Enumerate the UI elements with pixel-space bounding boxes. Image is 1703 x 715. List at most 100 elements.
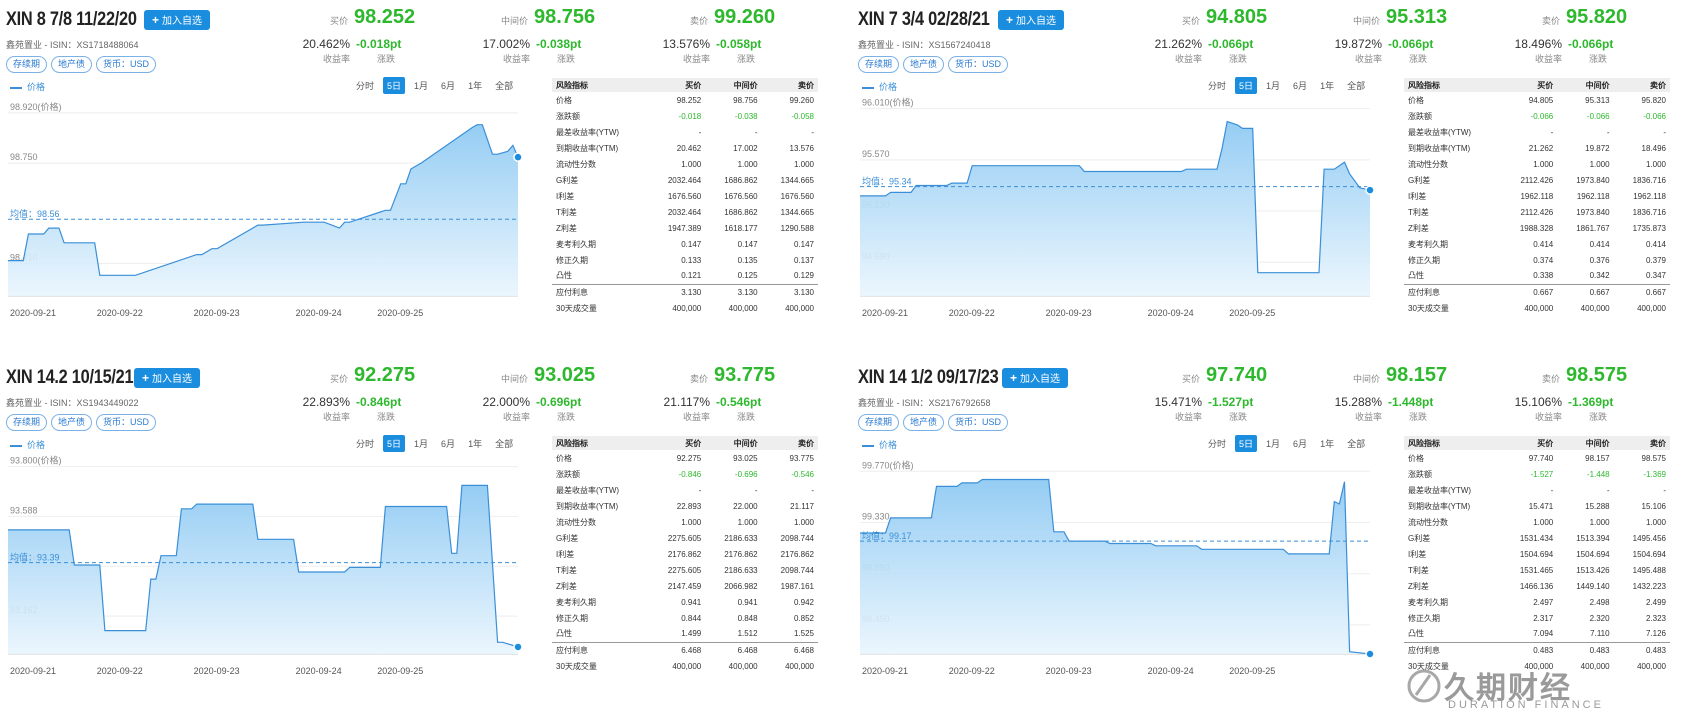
table-cell: - <box>1606 127 1610 137</box>
table-cell: - <box>1550 485 1554 495</box>
range-tab[interactable]: 分时 <box>356 439 375 449</box>
chart-legend[interactable]: 价格 <box>10 80 45 93</box>
tag-badge[interactable]: 货币：USD <box>96 414 157 431</box>
x-tick-label: 2020-09-25 <box>377 308 423 318</box>
range-tab[interactable]: 6月 <box>1293 81 1308 91</box>
tag-badge[interactable]: 地产债 <box>51 414 93 431</box>
column-header: 中间价 <box>1557 436 1614 450</box>
row-label: 麦考利久期 <box>1408 597 1448 607</box>
range-tab[interactable]: 分时 <box>1208 439 1227 449</box>
table-cell: 400,000 <box>728 661 758 671</box>
add-to-watchlist-button[interactable]: + 加入自选 <box>1002 368 1069 388</box>
range-tab[interactable]: 1月 <box>414 81 429 91</box>
tag-badge[interactable]: 货币：USD <box>948 414 1009 431</box>
x-tick-label: 2020-09-24 <box>1148 308 1194 318</box>
quote-label: 中间价 <box>1352 16 1380 26</box>
chart-legend[interactable]: 价格 <box>862 80 897 93</box>
range-tab[interactable]: 1月 <box>1266 439 1281 449</box>
range-tab[interactable]: 5日 <box>383 435 406 452</box>
average-label: 均值：95.34 <box>862 176 912 187</box>
quote-yield: 21.117% <box>663 395 710 409</box>
last-point-marker <box>1365 649 1375 659</box>
table-cell: - <box>1663 127 1666 137</box>
tag-badge[interactable]: 地产债 <box>903 56 945 73</box>
bond-panel: XIN 7 3/4 02/28/21 + 加入自选 鑫苑置业 - ISIN：XS156… <box>852 0 1703 357</box>
table-cell: 19.872 <box>1585 143 1610 153</box>
table-cell: 0.483 <box>1557 641 1614 658</box>
tag-badge[interactable]: 地产债 <box>903 414 945 431</box>
range-tab[interactable]: 1年 <box>468 81 483 91</box>
range-tab[interactable]: 全部 <box>495 439 514 449</box>
table-cell: 1344.665 <box>780 175 814 185</box>
table-cell: 1836.716 <box>1632 175 1666 185</box>
quote-block: 买价 98.252 20.462% 收益率 -0.018pt 涨跌 <box>290 4 460 64</box>
table-cell: 6.468 <box>648 641 706 658</box>
row-label: Z利差 <box>556 223 577 233</box>
tag-badge[interactable]: 存续期 <box>6 414 48 431</box>
add-to-watchlist-button[interactable]: + 加入自选 <box>144 10 211 30</box>
table-cell: 2066.982 <box>724 581 758 591</box>
row-label: 凸性 <box>1408 629 1424 639</box>
range-tab[interactable]: 全部 <box>495 81 514 91</box>
table-row: 涨跌额 -1.527 -1.448 -1.369 <box>1404 466 1670 482</box>
range-tab[interactable]: 6月 <box>441 439 456 449</box>
legend-line-icon <box>10 86 22 89</box>
table-cell: 1.000 <box>1533 517 1554 527</box>
table-cell: 400,000 <box>672 661 702 671</box>
row-label: 价格 <box>1408 453 1424 463</box>
range-tab[interactable]: 6月 <box>441 81 456 91</box>
quote-label: 卖价 <box>1541 374 1560 384</box>
tag-badge[interactable]: 货币：USD <box>96 56 157 73</box>
table-row: Z利差 1988.328 1861.767 1735.873 <box>1404 220 1670 236</box>
quote-change-label: 涨跌 <box>556 412 575 422</box>
table-row: 流动性分数 1.000 1.000 1.000 <box>1404 514 1670 530</box>
price-area <box>8 485 518 654</box>
tag-badge[interactable]: 存续期 <box>858 56 900 73</box>
price-line <box>8 124 519 276</box>
table-cell: 0.338 <box>1533 271 1554 281</box>
range-tab[interactable]: 5日 <box>383 77 406 94</box>
range-tab[interactable]: 5日 <box>1235 435 1258 452</box>
chart-legend[interactable]: 价格 <box>862 438 897 451</box>
time-range-selector: 分时 5日 1月 6月 1年 全部 <box>352 77 517 94</box>
table-cell: 95.313 <box>1585 95 1610 105</box>
row-label: Z利差 <box>1408 223 1429 233</box>
range-tab[interactable]: 1年 <box>468 439 483 449</box>
table-cell: 0.844 <box>681 613 702 623</box>
table-cell: 2112.426 <box>1520 175 1554 185</box>
quote-block: 买价 94.805 21.262% 收益率 -0.066pt 涨跌 <box>1142 4 1312 64</box>
tag-badge[interactable]: 地产债 <box>51 56 93 73</box>
range-tab[interactable]: 1月 <box>414 439 429 449</box>
tag-badge[interactable]: 存续期 <box>6 56 48 73</box>
range-tab[interactable]: 分时 <box>1208 81 1227 91</box>
tag-badge[interactable]: 存续期 <box>858 414 900 431</box>
quote-block: 买价 97.740 15.471% 收益率 -1.527pt 涨跌 <box>1142 362 1312 422</box>
add-to-watchlist-button[interactable]: + 加入自选 <box>134 368 201 388</box>
table-cell: 1.000 <box>793 159 814 169</box>
quote-yield: 22.893% <box>302 395 350 409</box>
range-tab[interactable]: 全部 <box>1347 439 1366 449</box>
range-tab[interactable]: 1年 <box>1320 439 1335 449</box>
table-body: 价格 97.740 98.157 98.575 涨跌额 -1.527 -1.448 -1.36… <box>1404 450 1670 674</box>
range-tab[interactable]: 1月 <box>1266 81 1281 91</box>
table-row: 涨跌额 -0.066 -0.066 -0.066 <box>1404 108 1670 124</box>
add-to-watchlist-button[interactable]: + 加入自选 <box>998 10 1065 30</box>
table-cell: 1686.862 <box>724 207 758 217</box>
range-tab[interactable]: 分时 <box>356 81 375 91</box>
chart-legend[interactable]: 价格 <box>10 438 45 451</box>
quote-price: 92.275 <box>354 364 416 386</box>
column-header: 风险指标 <box>552 436 649 450</box>
quote-label: 买价 <box>1181 374 1200 384</box>
range-tab[interactable]: 5日 <box>1235 77 1258 94</box>
table-cell: 3.130 <box>761 283 818 300</box>
table-cell: -0.696 <box>734 469 758 479</box>
table-row: 麦考利久期 0.147 0.147 0.147 <box>552 236 818 252</box>
range-tab[interactable]: 6月 <box>1293 439 1308 449</box>
tag-badge[interactable]: 货币：USD <box>948 56 1009 73</box>
table-row: 最差收益率(YTW) - - - <box>1404 124 1670 140</box>
range-tab[interactable]: 1年 <box>1320 81 1335 91</box>
table-cell: - <box>1663 485 1666 495</box>
range-tab[interactable]: 全部 <box>1347 81 1366 91</box>
table-cell: 2186.633 <box>724 565 758 575</box>
column-header: 卖价 <box>1613 78 1670 92</box>
